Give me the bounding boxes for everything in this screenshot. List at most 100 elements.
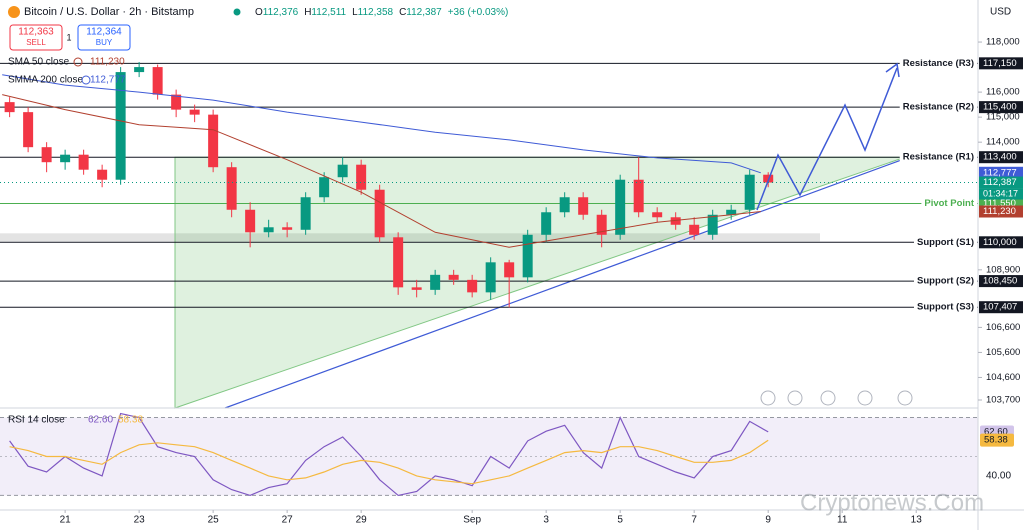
candle-body <box>189 109 200 115</box>
ohlc-key: O <box>255 7 263 18</box>
price-tag-label: 111,230 <box>983 206 1016 217</box>
price-tag <box>979 176 1023 189</box>
candle-body <box>171 94 182 110</box>
projection <box>756 67 898 211</box>
legend-value: 111,230 <box>90 57 125 68</box>
y-tick-label: 105,600 <box>986 347 1020 358</box>
x-tick-label: 13 <box>911 515 923 526</box>
candle-body <box>689 224 700 235</box>
level-label: Resistance (R3) <box>903 58 974 69</box>
candle-body <box>78 154 89 170</box>
sell-price: 112,363 <box>18 27 54 38</box>
price-tag <box>979 236 1023 249</box>
event-icon <box>897 390 913 406</box>
candle-body <box>263 227 274 233</box>
buy-price: 112,364 <box>86 27 122 38</box>
x-tick-label: 5 <box>617 515 623 526</box>
y-tick-label: 114,000 <box>986 137 1020 148</box>
x-tick-label: 21 <box>60 515 72 526</box>
legend-name: SMMA 200 close <box>8 75 83 86</box>
legend-value: 112,777 <box>90 75 126 86</box>
ohlc-value: 112,511 <box>311 7 346 18</box>
plot: Resistance (R3) Resistance (R2) Resistance… <box>0 57 978 497</box>
ohlc: O112,376 H112,511 L112,358 C112,387 +36 (+0.… <box>255 7 508 18</box>
candle-body <box>578 197 589 215</box>
level-label-bg <box>899 151 977 164</box>
level-label: Support (S1) <box>917 237 974 248</box>
candle-body <box>726 209 737 215</box>
price-tag-label: 117,150 <box>983 58 1017 69</box>
ohlc-value: 112,387 <box>406 7 442 18</box>
level-label: Pivot Point <box>924 198 974 209</box>
level-label-bg <box>899 101 977 114</box>
candle-body <box>300 197 311 230</box>
y-tick-label: 118,000 <box>986 37 1020 48</box>
candle-body <box>282 227 293 230</box>
price-tag-label: 110,000 <box>983 237 1017 248</box>
y-tick-label: 108,900 <box>986 264 1020 275</box>
zone <box>0 233 820 242</box>
candle-body <box>393 237 404 288</box>
rsi-tag-label: 62.60 <box>984 426 1008 437</box>
x-tick-label: 7 <box>691 515 697 526</box>
level-label-bg <box>921 197 977 210</box>
candle-body <box>467 279 478 293</box>
coin-icon <box>8 6 20 18</box>
candle-body <box>652 212 663 218</box>
x-tick-label: 9 <box>765 515 771 526</box>
rsi-legend-value: 58.38 <box>118 415 143 426</box>
buy-button[interactable] <box>77 24 131 51</box>
ohlc-value: 112,358 <box>358 7 394 18</box>
price-tag-label: 111,550 <box>983 198 1016 209</box>
candle-body <box>23 112 34 148</box>
candle-body <box>226 167 237 210</box>
x-tick-label: 11 <box>837 515 848 526</box>
candle-body <box>4 102 15 113</box>
x-tick-label: 23 <box>134 515 146 526</box>
candle-body <box>374 189 385 238</box>
candle-body <box>60 154 71 163</box>
price-tag <box>979 205 1023 218</box>
quantity: 1 <box>66 32 71 42</box>
candle-body <box>596 214 607 235</box>
candle-body <box>541 212 552 235</box>
candle-body <box>559 197 570 213</box>
candle-body <box>485 262 496 293</box>
y-tick-label: 103,700 <box>986 395 1020 406</box>
sell-label: SELL <box>26 38 46 47</box>
indicator-line <box>2 94 761 248</box>
candle-body <box>430 274 441 290</box>
event-icon <box>857 390 873 406</box>
price-tag <box>979 301 1023 314</box>
y-tick-label: 106,600 <box>986 322 1020 333</box>
price-tag-label: 108,450 <box>983 276 1017 287</box>
price-tag-label: 112,387 <box>983 177 1017 188</box>
market-status <box>233 8 241 16</box>
rsi-line <box>9 412 769 497</box>
level-label-bg <box>914 275 977 288</box>
event-icon <box>787 390 803 406</box>
ohlc-value: 112,376 <box>263 7 299 18</box>
rsi-tick-label: 40.00 <box>986 471 1011 482</box>
y-tick-label: 104,600 <box>986 372 1020 383</box>
level-label: Support (S2) <box>917 276 974 287</box>
sell-button[interactable] <box>9 24 63 51</box>
level-label-bg <box>914 236 977 249</box>
candle-body <box>41 147 52 163</box>
x-tick-label: 25 <box>208 515 220 526</box>
legend-icon <box>73 57 83 67</box>
legend-name: SMA 50 close <box>8 57 70 68</box>
candle-body <box>134 67 145 73</box>
candle-body <box>615 179 626 235</box>
countdown-tag <box>979 188 1023 200</box>
candle-body <box>152 67 163 95</box>
level-label: Support (S3) <box>917 302 974 313</box>
level-label-bg <box>899 57 977 70</box>
price-tag-label: 107,407 <box>983 302 1017 313</box>
x-tick-label: 27 <box>282 515 294 526</box>
rsi-legend-value: 62.60 <box>88 415 113 426</box>
y-tick-label: 116,000 <box>986 87 1020 98</box>
candle-body <box>411 287 422 290</box>
indicator-line <box>2 74 761 174</box>
